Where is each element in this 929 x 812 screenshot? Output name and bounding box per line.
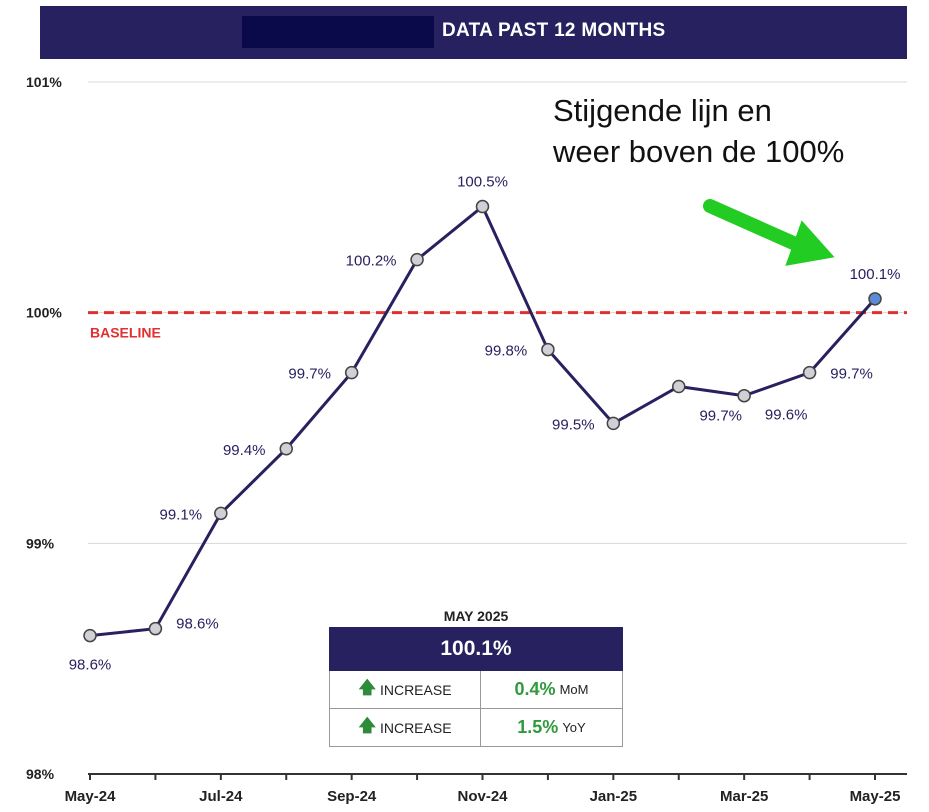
summary-value: 100.1% (329, 627, 623, 671)
summary-row-yoy: 🡅 INCREASE 1.5% YoY (329, 709, 623, 747)
data-point (279, 442, 293, 456)
summary-row-value: 0.4% (514, 679, 556, 699)
data-point (541, 342, 555, 357)
data-point (802, 365, 817, 380)
data-point (737, 388, 751, 403)
y-tick-label: 98% (26, 766, 55, 782)
data-label: 99.4% (223, 442, 266, 459)
x-tick-label: Jan-25 (590, 788, 638, 805)
data-point (214, 506, 228, 521)
summary-row-mom: 🡅 INCREASE 0.4% MoM (329, 671, 623, 709)
annotation-text: Stijgende lijn en weer boven de 100% (553, 90, 844, 172)
y-tick-label: 100% (26, 305, 62, 321)
x-tick-label: May-25 (850, 788, 901, 805)
data-label: 98.6% (69, 657, 112, 674)
y-tick-label: 101% (26, 74, 62, 90)
summary-row-value-cell: 0.4% MoM (481, 671, 622, 708)
summary-row-label-cell: 🡅 INCREASE (330, 671, 481, 708)
y-tick-label: 99% (26, 535, 55, 551)
data-label: 99.7% (699, 407, 742, 424)
summary-box: MAY 2025 100.1% 🡅 INCREASE 0.4% MoM 🡅 IN… (329, 605, 623, 747)
summary-row-value-cell: 1.5% YoY (481, 709, 622, 746)
x-tick-label: May-24 (65, 788, 117, 805)
summary-row-value: 1.5% (517, 717, 559, 737)
data-label: 100.1% (850, 266, 901, 283)
summary-row-unit: MoM (559, 682, 589, 697)
data-point (606, 416, 621, 431)
data-label: 99.5% (552, 416, 595, 433)
data-point (344, 365, 359, 380)
annotation-arrow-icon (703, 199, 835, 266)
arrow-up-icon: 🡅 (358, 716, 376, 735)
data-point (83, 628, 97, 643)
baseline-label: BASELINE (90, 325, 161, 341)
summary-row-label-cell: 🡅 INCREASE (330, 709, 481, 746)
data-point (868, 292, 882, 306)
redacted-block (242, 16, 434, 48)
annotation-line-2: weer boven de 100% (553, 134, 845, 169)
summary-row-label: INCREASE (379, 719, 452, 736)
arrow-up-icon: 🡅 (358, 678, 376, 697)
data-point (672, 379, 686, 394)
data-label: 100.5% (457, 174, 508, 191)
x-tick-label: Jul-24 (199, 788, 243, 805)
data-label: 100.2% (346, 253, 397, 270)
series-line (89, 205, 877, 638)
data-point (410, 252, 424, 267)
chart-title: DATA PAST 12 MONTHS (442, 20, 666, 41)
data-point (475, 199, 490, 214)
chart-header-bar: DATA PAST 12 MONTHS (40, 6, 907, 59)
data-label: 99.1% (160, 506, 203, 523)
data-label: 98.6% (176, 616, 219, 633)
data-point (148, 621, 163, 636)
data-label: 99.7% (288, 366, 331, 383)
data-label: 99.6% (765, 407, 808, 424)
x-tick-label: Nov-24 (457, 788, 508, 805)
summary-row-unit: YoY (562, 720, 586, 735)
annotation-line-1: Stijgende lijn en (553, 93, 772, 128)
x-tick-label: Sep-24 (327, 788, 377, 805)
data-label: 99.8% (485, 343, 528, 360)
summary-date: MAY 2025 (443, 608, 509, 624)
x-tick-label: Mar-25 (720, 788, 768, 805)
summary-row-label: INCREASE (379, 681, 452, 698)
data-label: 99.7% (830, 366, 873, 383)
